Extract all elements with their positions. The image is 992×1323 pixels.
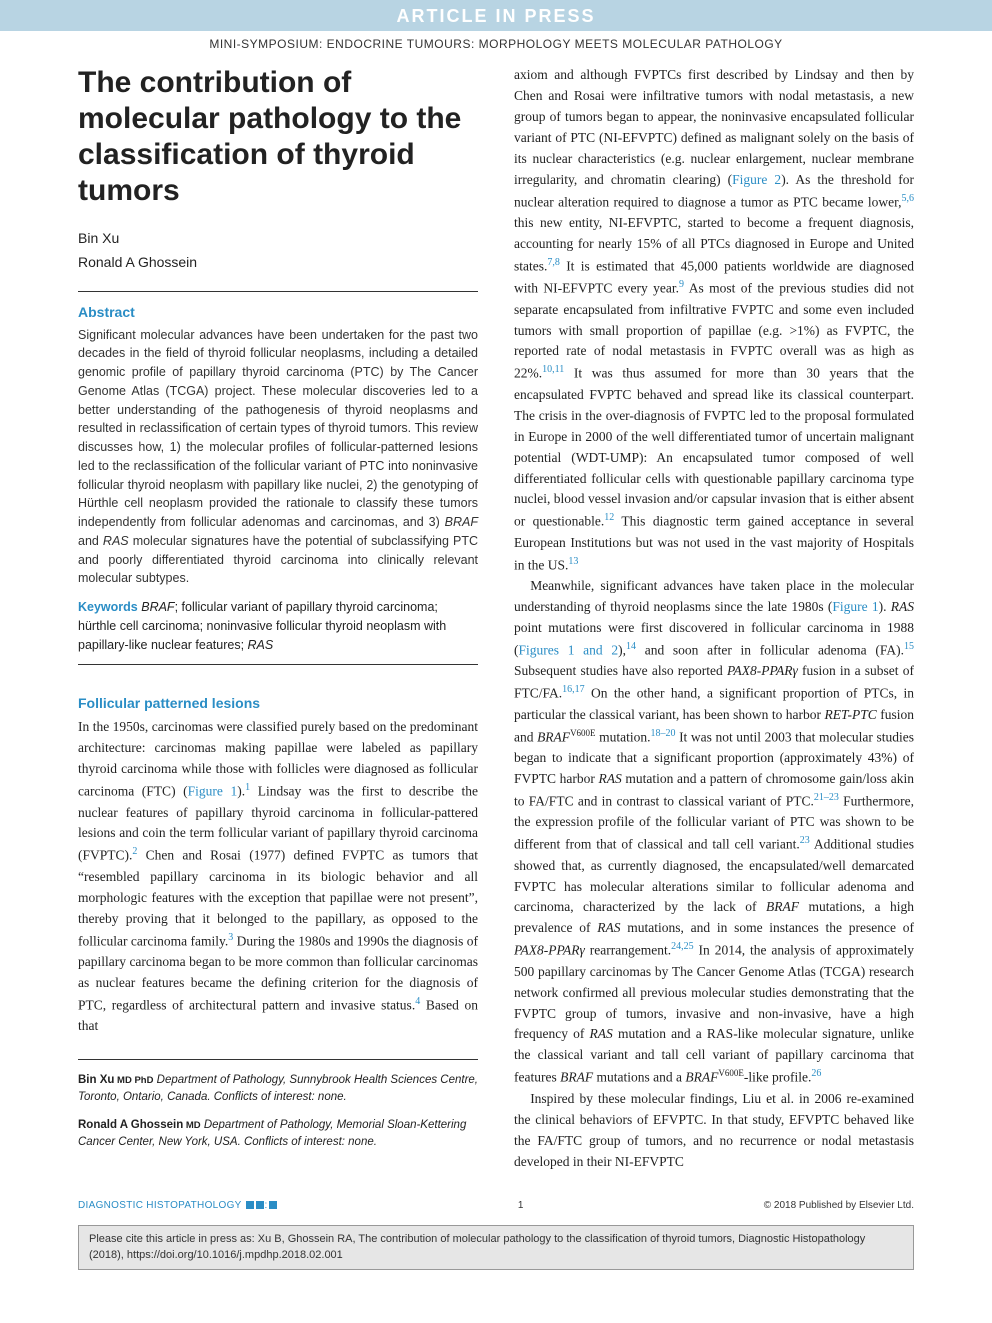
rule — [78, 291, 478, 292]
c2-p2g-t4: rearrangement. — [585, 943, 671, 958]
ref-13[interactable]: 13 — [568, 556, 578, 567]
ref-7-8[interactable]: 7,8 — [547, 257, 560, 268]
ref-12[interactable]: 12 — [604, 512, 614, 523]
right-column: axiom and although FVPTCs first describe… — [514, 65, 914, 1172]
abstract-heading: Abstract — [78, 304, 478, 320]
section-heading-follicular: Follicular patterned lesions — [78, 695, 478, 711]
placeholder-square-icon — [246, 1201, 254, 1209]
ref-15[interactable]: 15 — [904, 641, 914, 652]
c2-p2c-t1: Subsequent studies have also reported — [514, 663, 727, 678]
gene-retptc: RET-PTC — [825, 707, 877, 722]
c2-p2h-t4: -like profile. — [744, 1070, 811, 1085]
gene-ras-c: RAS — [599, 771, 622, 786]
author-list: Bin Xu Ronald A Ghossein — [78, 227, 478, 275]
affil-2-name: Ronald A Ghossein — [78, 1119, 183, 1131]
page-number: 1 — [518, 1200, 524, 1211]
abstract-text-3: molecular signatures have the potential … — [78, 534, 478, 586]
c2-p2-t4: ), — [618, 642, 626, 657]
placeholder-square-icon — [256, 1201, 264, 1209]
c2-p2b-t: and soon after in follicular adenoma (FA… — [636, 642, 904, 657]
ref-26[interactable]: 26 — [811, 1068, 821, 1079]
c2-p2h-t3: mutations and a — [593, 1070, 685, 1085]
c2-t1: axiom and although FVPTCs first describe… — [514, 67, 914, 187]
gene-pax8-b: PAX8-PPARγ — [514, 943, 585, 958]
affil-1-name: Bin Xu — [78, 1074, 114, 1086]
affiliations: Bin Xu MD PhD Department of Pathology, S… — [78, 1059, 478, 1151]
gene-braf-d: BRAF — [560, 1070, 593, 1085]
rule — [78, 664, 478, 665]
author-1: Bin Xu — [78, 227, 478, 251]
rule — [78, 1059, 478, 1060]
kw-braf: BRAF — [141, 600, 174, 614]
gene-braf-c: BRAF — [766, 899, 799, 914]
figure-2-link[interactable]: Figure 2 — [732, 172, 781, 187]
section1-body: In the 1950s, carcinomas were classified… — [78, 717, 478, 1037]
journal-name: DIAGNOSTIC HISTOPATHOLOGY — [78, 1200, 245, 1211]
abstract-body: Significant molecular advances have been… — [78, 326, 478, 589]
author-2: Ronald A Ghossein — [78, 251, 478, 275]
gene-braf-e: BRAF — [685, 1070, 718, 1085]
footer-row: DIAGNOSTIC HISTOPATHOLOGY : 1 © 2018 Pub… — [0, 1182, 992, 1217]
citation-box: Please cite this article in press as: Xu… — [78, 1225, 914, 1270]
gene-pax8: PAX8-PPARγ — [727, 663, 798, 678]
figures-1-2-link[interactable]: Figures 1 and 2 — [519, 642, 619, 657]
article-title: The contribution of molecular pathology … — [78, 65, 478, 209]
symposium-subbanner: MINI-SYMPOSIUM: ENDOCRINE TUMOURS: MORPH… — [0, 31, 992, 65]
gene-ras-e: RAS — [590, 1026, 613, 1041]
gene-braf-b: BRAF — [537, 729, 570, 744]
braf-v600e: V600E — [570, 728, 596, 738]
keywords-block: Keywords BRAF; follicular variant of pap… — [78, 598, 478, 654]
copyright: © 2018 Published by Elsevier Ltd. — [764, 1200, 914, 1211]
gene-ras-d: RAS — [597, 920, 620, 935]
c2-t6: It was thus assumed for more than 30 yea… — [514, 366, 914, 529]
placeholder-square-icon — [269, 1201, 277, 1209]
ref-18-20[interactable]: 18–20 — [651, 728, 676, 739]
c2-p2g-t3: mutations, and in some instances the pre… — [620, 920, 914, 935]
affil-1-deg: MD PhD — [114, 1075, 153, 1086]
left-column: The contribution of molecular pathology … — [78, 65, 478, 1172]
gene-ras: RAS — [103, 534, 129, 548]
figure-1-link-b[interactable]: Figure 1 — [832, 599, 878, 614]
affil-2-deg: MD — [183, 1120, 200, 1131]
ref-16-17[interactable]: 16,17 — [562, 684, 585, 695]
ref-21-23[interactable]: 21–23 — [814, 792, 839, 803]
c2-p3: Inspired by these molecular findings, Li… — [514, 1089, 914, 1173]
abstract-text-2: and — [78, 534, 103, 548]
kw-ras: RAS — [248, 638, 274, 652]
in-press-banner: ARTICLE IN PRESS — [0, 0, 992, 31]
figure-1-link[interactable]: Figure 1 — [188, 784, 238, 799]
page: ARTICLE IN PRESS MINI-SYMPOSIUM: ENDOCRI… — [0, 0, 992, 1323]
keywords-label: Keywords — [78, 600, 138, 614]
abstract-text-1: Significant molecular advances have been… — [78, 328, 478, 530]
ref-23[interactable]: 23 — [800, 835, 810, 846]
ref-24-25[interactable]: 24,25 — [671, 941, 694, 952]
s1-t2: ). — [237, 784, 245, 799]
braf-v600e-b: V600E — [718, 1068, 744, 1078]
two-column-content: The contribution of molecular pathology … — [0, 65, 992, 1182]
c2-p2-t2: ). — [879, 599, 891, 614]
ref-14[interactable]: 14 — [626, 641, 636, 652]
ref-10-11[interactable]: 10,11 — [542, 364, 564, 375]
journal-tag: DIAGNOSTIC HISTOPATHOLOGY : — [78, 1200, 278, 1211]
c2-p2d-t3: mutation. — [596, 729, 651, 744]
ref-5-6[interactable]: 5,6 — [902, 193, 915, 204]
gene-ras-b: RAS — [891, 599, 914, 614]
gene-braf: BRAF — [445, 515, 478, 529]
